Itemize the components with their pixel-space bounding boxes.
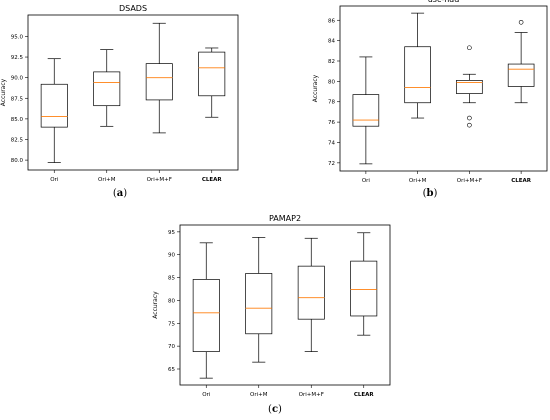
y-tick-label: 80: [328, 79, 335, 85]
box-ori-m: [404, 12, 431, 119]
box-iqr: [192, 279, 220, 352]
box-ori-m-f: [456, 45, 483, 128]
x-tick-label: Ori: [362, 178, 371, 184]
box-ori: [352, 56, 380, 165]
box-iqr: [245, 273, 273, 335]
outlier-point: [518, 19, 524, 25]
y-tick-label: 65: [168, 367, 175, 373]
y-tick-label: 86: [328, 18, 335, 24]
y-tick-label: 82: [328, 59, 335, 65]
box-ori-m: [245, 236, 273, 363]
y-tick-label: 84: [328, 39, 335, 45]
y-tick-label: 95: [168, 230, 175, 236]
box-clear: [198, 47, 226, 118]
chart-panel-2: usc-had Accuracy 72 74 76 78 80 82 84 86 Ori Ori+M O…: [312, 0, 548, 199]
box-clear: [507, 19, 535, 104]
y-tick-label: 90: [168, 253, 175, 259]
plot-frame: [27, 14, 239, 171]
y-axis-label: Accuracy: [152, 291, 159, 319]
y-axis-label: Accuracy: [312, 74, 319, 102]
y-tick-label: 72: [328, 161, 335, 167]
box-iqr: [198, 51, 226, 97]
x-tick-label: Ori+M+F: [299, 392, 324, 398]
x-tick-label: Ori+M: [409, 178, 427, 184]
chart-title: DSADS: [119, 4, 147, 13]
outlier-point: [467, 122, 472, 128]
chart-panel-3: PAMAP2 Accuracy 65 70 75 80 85 90 95 Ori Ori+M Ori+…: [152, 214, 391, 415]
y-tick-label: 80: [168, 298, 175, 304]
y-tick-label: 70: [168, 344, 175, 350]
y-tick-label: 74: [328, 140, 335, 146]
panel-label: (a): [113, 188, 127, 199]
box-iqr: [297, 265, 325, 320]
outlier-point: [467, 45, 472, 51]
y-tick-label: 75: [168, 321, 175, 327]
x-tick-label: Ori+M: [250, 392, 268, 398]
box-iqr: [145, 63, 173, 101]
box-ori-m-f: [297, 237, 325, 352]
y-tick-label: 82.5: [11, 137, 24, 143]
chart-title: PAMAP2: [269, 214, 301, 223]
y-tick-label: 95.0: [11, 34, 24, 40]
x-tick-label: Ori+M+F: [457, 178, 482, 184]
y-tick-label: 92.5: [11, 55, 24, 61]
plot-frame: [339, 5, 548, 172]
outlier-point: [467, 115, 472, 121]
box-ori-m: [93, 49, 121, 127]
x-tick-label: Ori: [50, 177, 59, 183]
box-iqr: [352, 94, 380, 127]
y-axis-label: Accuracy: [0, 78, 7, 106]
box-iqr: [93, 71, 121, 107]
y-tick-label: 90.0: [11, 76, 24, 82]
panel-label: (b): [423, 188, 438, 199]
y-tick-label: 80.0: [11, 158, 24, 164]
y-tick-label: 85.0: [11, 117, 24, 123]
x-tick-label: Ori: [202, 392, 211, 398]
y-tick-label: 87.5: [11, 96, 24, 102]
y-tick-label: 85: [168, 276, 175, 282]
panel-label: (c): [268, 404, 282, 415]
box-ori: [192, 242, 220, 379]
box-ori-m-f: [145, 22, 173, 134]
box-iqr: [507, 63, 535, 87]
chart-panel-1: DSADS Accuracy 80.0 82.5 85.0 87.5 90.0 92.5 95.…: [0, 4, 239, 199]
y-tick-label: 78: [328, 100, 335, 106]
x-tick-label: Ori+M: [98, 177, 116, 183]
x-tick-label: CLEAR: [511, 178, 532, 184]
x-tick-label: CLEAR: [354, 392, 375, 398]
box-iqr: [350, 260, 378, 317]
box-ori: [40, 58, 68, 163]
box-iqr: [404, 46, 431, 104]
box-clear: [350, 232, 378, 336]
y-tick-label: 76: [328, 120, 335, 126]
x-tick-label: CLEAR: [202, 177, 223, 183]
box-iqr: [40, 83, 68, 128]
box-iqr: [456, 80, 483, 94]
plot-frame: [179, 224, 391, 386]
chart-title: usc-had: [428, 0, 460, 4]
x-tick-label: Ori+M+F: [147, 177, 172, 183]
